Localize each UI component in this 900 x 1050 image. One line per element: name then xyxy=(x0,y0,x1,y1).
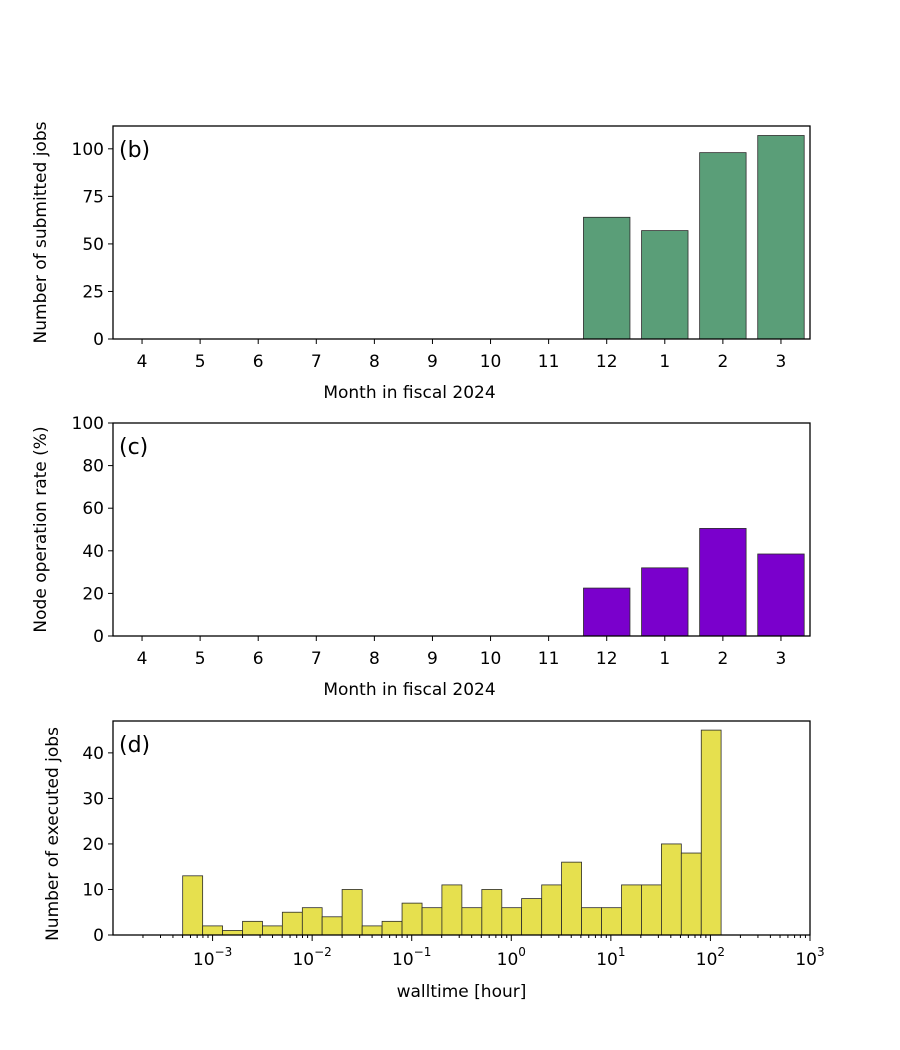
x-tick-label: 1 xyxy=(659,649,670,669)
x-tick-label: 101 xyxy=(596,945,625,970)
hist-bin xyxy=(481,889,503,936)
bar-12 xyxy=(583,216,631,340)
hist-bin xyxy=(521,898,543,936)
x-tick-label: 12 xyxy=(596,352,618,372)
y-axis-label: Number of executed jobs xyxy=(43,727,63,941)
hist-bin xyxy=(441,884,463,936)
plot-frame xyxy=(112,720,811,936)
x-tick-label: 103 xyxy=(795,945,824,970)
hist-bin xyxy=(581,907,602,936)
x-tick-label: 10−1 xyxy=(392,945,431,970)
y-tick-label: 100 xyxy=(72,414,104,434)
y-axis-label: Number of submitted jobs xyxy=(31,121,51,343)
hist-bin xyxy=(661,843,682,936)
x-tick-label: 7 xyxy=(311,352,322,372)
bar-1 xyxy=(641,567,689,637)
y-tick-label: 25 xyxy=(82,282,104,302)
x-tick-label: 4 xyxy=(137,649,148,669)
bar-3 xyxy=(757,553,805,637)
hist-bin xyxy=(341,889,363,936)
panel-d: 10−3 10−2 10−1 100 101 102 103 0 10 20 30 40 walltim… xyxy=(43,720,825,1002)
y-tick-label: 40 xyxy=(82,744,104,764)
x-tick-label: 7 xyxy=(311,649,322,669)
bar-1 xyxy=(641,230,689,340)
x-tick-label: 10−3 xyxy=(193,945,232,970)
x-tick-label: 2 xyxy=(717,649,728,669)
x-tick-label: 9 xyxy=(427,649,438,669)
x-tick-label: 100 xyxy=(497,945,526,970)
hist-bin xyxy=(561,861,582,936)
bar-12 xyxy=(583,587,631,637)
plot-frame xyxy=(112,125,811,340)
hist-bin xyxy=(461,907,483,936)
hist-bin xyxy=(242,920,263,936)
hist-bin xyxy=(700,729,722,936)
x-tick-label: 6 xyxy=(253,649,264,669)
y-tick-label: 30 xyxy=(82,789,104,809)
panel-label: (d) xyxy=(119,733,150,758)
y-tick-label: 50 xyxy=(82,235,104,255)
hist-bin xyxy=(501,907,523,936)
y-tick-label: 0 xyxy=(93,330,104,350)
plot-frame xyxy=(112,422,811,637)
x-tick-label: 2 xyxy=(717,352,728,372)
x-tick-label: 5 xyxy=(195,352,206,372)
hist-bin xyxy=(680,852,702,936)
hist-bin xyxy=(361,925,383,936)
bar-2 xyxy=(699,152,747,340)
hist-bin xyxy=(541,884,562,936)
x-axis-label: Month in fiscal 2024 xyxy=(323,680,495,700)
y-tick-label: 10 xyxy=(82,880,104,900)
hist-bin xyxy=(281,911,303,936)
y-tick-label: 20 xyxy=(82,584,104,604)
hist-bin xyxy=(421,907,443,936)
hist-bin xyxy=(621,884,642,936)
hist-bin xyxy=(381,920,403,936)
y-tick-label: 40 xyxy=(82,542,104,562)
panel-label: (b) xyxy=(119,138,150,163)
hist-bin xyxy=(202,925,223,936)
hist-bin xyxy=(321,916,343,936)
y-tick-label: 80 xyxy=(82,457,104,477)
x-tick-label: 4 xyxy=(137,352,148,372)
hist-bin xyxy=(401,902,423,936)
x-tick-label: 10 xyxy=(480,352,502,372)
y-tick-label: 0 xyxy=(93,926,104,946)
x-axis-label: walltime [hour] xyxy=(397,982,527,1002)
x-tick-label: 1 xyxy=(659,352,670,372)
x-tick-label: 12 xyxy=(596,649,618,669)
x-tick-label: 10 xyxy=(480,649,502,669)
hist-bin xyxy=(301,907,323,936)
y-tick-label: 100 xyxy=(72,140,104,160)
x-tick-label: 8 xyxy=(369,649,380,669)
x-tick-label: 5 xyxy=(195,649,206,669)
y-tick-label: 60 xyxy=(82,499,104,519)
x-tick-label: 9 xyxy=(427,352,438,372)
bar-3 xyxy=(757,135,805,340)
hist-bin xyxy=(182,875,204,936)
hist-bin xyxy=(601,907,622,936)
bar-2 xyxy=(699,528,747,637)
y-tick-label: 75 xyxy=(82,187,104,207)
x-axis-label: Month in fiscal 2024 xyxy=(323,383,495,403)
x-tick-label: 11 xyxy=(538,649,560,669)
y-axis-label: Node operation rate (%) xyxy=(31,426,51,632)
x-tick-label: 11 xyxy=(538,352,560,372)
x-tick-label: 3 xyxy=(776,649,787,669)
x-tick-label: 6 xyxy=(253,352,264,372)
x-tick-label: 10−2 xyxy=(292,945,331,970)
x-tick-label: 3 xyxy=(776,352,787,372)
hist-bin xyxy=(262,925,283,936)
y-tick-label: 0 xyxy=(93,627,104,647)
y-tick-label: 20 xyxy=(82,835,104,855)
x-tick-label: 102 xyxy=(696,945,725,970)
hist-bin xyxy=(222,930,243,936)
x-tick-label: 8 xyxy=(369,352,380,372)
hist-bin xyxy=(641,884,662,936)
panel-label: (c) xyxy=(119,435,148,460)
